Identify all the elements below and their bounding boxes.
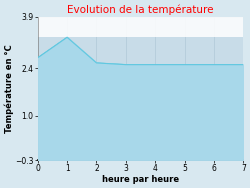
Y-axis label: Température en °C: Température en °C bbox=[4, 44, 14, 133]
Bar bbox=[38, 17, 244, 37]
Title: Evolution de la température: Evolution de la température bbox=[67, 4, 214, 15]
X-axis label: heure par heure: heure par heure bbox=[102, 175, 179, 184]
